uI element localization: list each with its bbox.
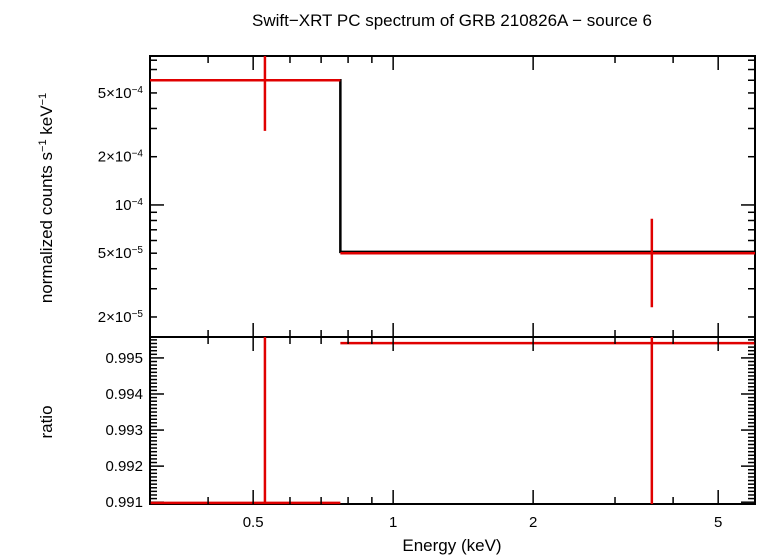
bottom-y-tick-label: 0.991 bbox=[105, 494, 143, 511]
top-y-axis-label: normalized counts s−1 keV−1 bbox=[37, 93, 56, 303]
bottom-y-tick-label: 0.994 bbox=[105, 386, 143, 403]
x-tick-label: 2 bbox=[529, 514, 537, 531]
model-step-line bbox=[150, 78, 755, 254]
top-y-tick-label: 10−4 bbox=[115, 196, 144, 214]
x-axis-ticks: 0.5 1 2 5 bbox=[149, 56, 756, 531]
top-y-axis-label-unit: keV bbox=[37, 105, 56, 140]
tick-mantissa: 10 bbox=[115, 197, 132, 214]
x-tick-label: 0.5 bbox=[243, 514, 264, 531]
bottom-panel: 0.995 0.994 0.993 0.992 0.991 bbox=[105, 336, 756, 511]
bottom-y-axis-label: ratio bbox=[37, 405, 56, 438]
top-y-tick-label: 5×10−5 bbox=[98, 245, 144, 263]
chart-title: Swift−XRT PC spectrum of GRB 210826A − s… bbox=[252, 11, 652, 30]
top-y-axis-label-sup1: −1 bbox=[37, 139, 49, 152]
x-tick-label: 1 bbox=[389, 514, 397, 531]
bottom-y-tick-label: 0.995 bbox=[105, 350, 143, 367]
x-tick-label: 5 bbox=[714, 514, 722, 531]
tick-mantissa: 2×10 bbox=[98, 149, 132, 166]
tick-exponent: −4 bbox=[132, 148, 144, 159]
bottom-panel-frame bbox=[149, 336, 756, 505]
tick-exponent: −4 bbox=[132, 84, 144, 95]
tick-mantissa: 5×10 bbox=[98, 85, 132, 102]
top-y-tick-label: 2×10−5 bbox=[98, 308, 144, 326]
top-y-axis-label-sup2: −1 bbox=[37, 93, 49, 106]
top-panel-frame bbox=[149, 55, 756, 338]
top-y-tick-label: 2×10−4 bbox=[98, 148, 144, 166]
tick-exponent: −5 bbox=[132, 308, 144, 319]
tick-exponent: −4 bbox=[132, 196, 144, 207]
tick-mantissa: 2×10 bbox=[98, 309, 132, 326]
top-y-axis-label-main: normalized counts s bbox=[37, 152, 56, 303]
bottom-y-tick-label: 0.992 bbox=[105, 458, 143, 475]
x-axis-label: Energy (keV) bbox=[402, 536, 501, 555]
tick-exponent: −5 bbox=[132, 245, 144, 256]
top-panel: 5×10−42×10−410−45×10−52×10−5 bbox=[98, 55, 756, 338]
bottom-y-tick-label: 0.993 bbox=[105, 422, 143, 439]
top-y-tick-label: 5×10−4 bbox=[98, 84, 144, 102]
tick-mantissa: 5×10 bbox=[98, 245, 132, 262]
